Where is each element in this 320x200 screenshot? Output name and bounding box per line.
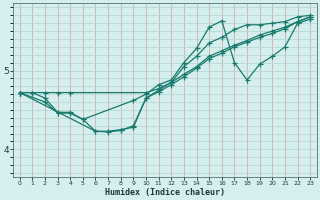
X-axis label: Humidex (Indice chaleur): Humidex (Indice chaleur) <box>105 188 225 197</box>
